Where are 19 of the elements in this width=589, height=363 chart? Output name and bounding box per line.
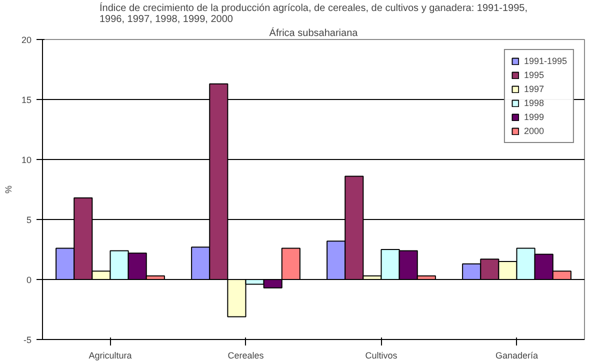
legend-label: 1997 (524, 84, 544, 94)
x-tick-label: Ganadería (495, 350, 538, 360)
legend-label: 1991-1995 (524, 56, 567, 66)
y-tick-label: 0 (26, 275, 32, 285)
x-tick-label: Cultivos (365, 350, 398, 360)
y-tick-label: 20 (21, 35, 32, 45)
legend-label: 1999 (524, 112, 544, 122)
legend-label: 2000 (524, 126, 544, 136)
chart-subtitle: África subsahariana (269, 27, 358, 39)
chart-title: Índice de crecimiento de la producción agrícola, de cereales, de cultivos y ganadera: 1991-1995, 1996, 1997, 1998, 1999, 2000 (99, 2, 528, 25)
x-tick-label: Cereales (228, 350, 264, 360)
legend-label: 1995 (524, 70, 544, 80)
y-tick-label: 10 (21, 155, 32, 165)
x-tick-label: Agricultura (88, 350, 132, 360)
legend-label: 1998 (524, 98, 544, 108)
y-tick-label: -5 (24, 335, 32, 345)
y-tick-label: 15 (21, 95, 32, 105)
y-axis-title: % (3, 185, 14, 194)
y-tick-label: 5 (26, 215, 32, 225)
